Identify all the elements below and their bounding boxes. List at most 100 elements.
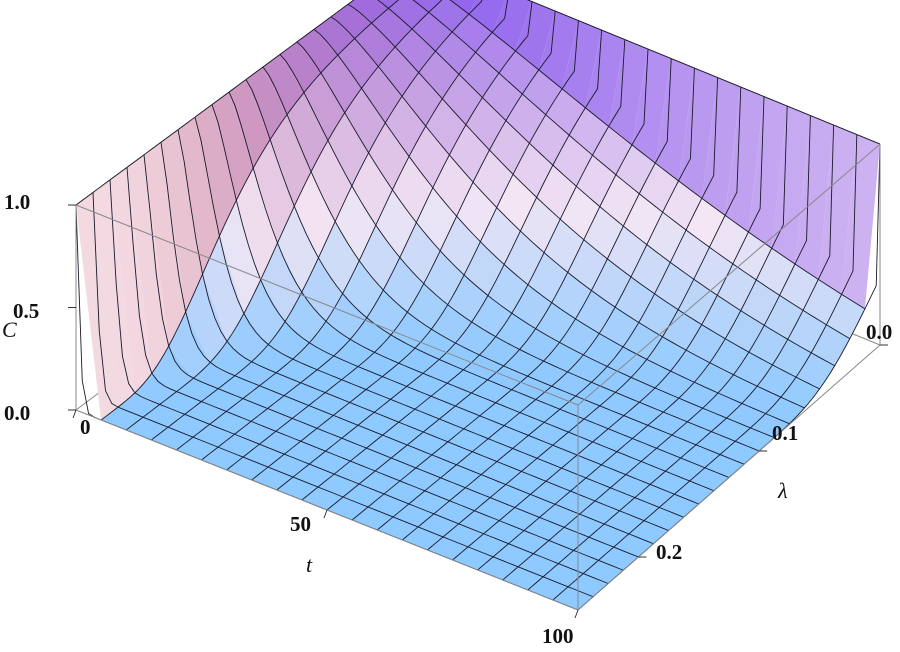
mesh-line-t	[347, 3, 820, 390]
surface-face	[458, 510, 500, 534]
surface-face	[689, 467, 729, 491]
surface-face	[337, 38, 379, 89]
surface-face	[185, 274, 228, 363]
surface-face	[674, 480, 714, 504]
surface-face	[275, 418, 318, 442]
surface-face	[393, 503, 434, 527]
mesh-line-t	[377, 0, 835, 367]
surface-face	[219, 200, 261, 314]
surface-face	[343, 484, 385, 507]
surface-face	[452, 546, 494, 570]
surface-face	[126, 417, 169, 440]
surface-face	[537, 445, 578, 469]
surface-face	[588, 524, 629, 548]
surface-face	[472, 438, 513, 462]
mesh-line-t	[296, 41, 775, 439]
surface-face	[342, 260, 384, 318]
y-axis-label: λ	[777, 478, 788, 503]
surface-face	[374, 399, 415, 423]
mesh-line-t	[526, 0, 881, 145]
surface-face	[335, 185, 376, 261]
surface-face	[704, 454, 745, 478]
surface-face	[301, 487, 344, 510]
surface-face	[616, 438, 657, 462]
surface-face	[368, 493, 409, 517]
surface-face	[251, 467, 294, 490]
surface-face	[496, 174, 537, 232]
surface-face	[418, 513, 459, 537]
surface-face	[284, 382, 326, 406]
surface-face	[270, 114, 312, 207]
surface-face	[548, 527, 589, 551]
surface-face	[378, 46, 419, 97]
surface-face	[226, 398, 268, 422]
surface-face	[490, 484, 531, 508]
surface-face	[327, 112, 369, 186]
surface-face	[456, 451, 497, 475]
mesh-line-t	[262, 66, 745, 465]
surface-face	[243, 444, 285, 468]
surface-face	[447, 428, 489, 452]
surface-face	[331, 4, 372, 39]
mesh-line-t	[449, 0, 866, 310]
box-front-edges	[68, 143, 888, 619]
surface-face	[260, 242, 302, 322]
mesh-line-t	[211, 104, 699, 505]
surface-face	[488, 425, 529, 449]
surface-face	[368, 122, 410, 190]
surface-face	[432, 154, 474, 217]
surface-face	[354, 23, 396, 67]
surface-face	[585, 464, 626, 488]
surface-face	[234, 421, 276, 445]
surface-face	[427, 536, 469, 560]
surface-face	[348, 0, 389, 24]
surface-face	[452, 14, 493, 53]
surface-face	[267, 395, 309, 419]
surface-face	[176, 437, 219, 460]
surface-face	[562, 20, 602, 108]
surface-face	[475, 32, 516, 74]
surface-face	[440, 216, 481, 275]
surface-face	[505, 471, 546, 495]
surface-face	[229, 79, 271, 169]
surface-face	[144, 142, 186, 346]
surface-face	[375, 189, 417, 258]
surface-face	[246, 67, 288, 140]
surface-face	[110, 167, 152, 393]
surface-face	[543, 563, 584, 587]
surface-face	[309, 451, 351, 475]
surface-face	[555, 491, 596, 515]
surface-face	[495, 389, 536, 413]
surface-face	[127, 154, 169, 374]
surface-face	[253, 139, 295, 243]
surface-face	[325, 438, 367, 462]
surface-face	[561, 455, 602, 478]
surface-face	[395, 28, 436, 73]
surface-face	[678, 68, 718, 199]
surface-face	[76, 192, 119, 420]
surface-face	[450, 0, 477, 15]
surface-face	[392, 156, 433, 223]
surface-face	[226, 457, 269, 480]
surface-face	[610, 474, 651, 498]
surface-face	[202, 236, 244, 342]
surface-face	[159, 391, 202, 415]
surface-face	[498, 51, 539, 94]
surface-face	[496, 448, 538, 472]
surface-face	[552, 586, 594, 610]
surface-face	[351, 152, 393, 226]
surface-face	[512, 435, 553, 459]
surface-face	[449, 487, 491, 511]
x-tick-label: 50	[290, 512, 311, 536]
surface-face	[151, 427, 194, 450]
surface-face	[508, 530, 549, 554]
surface-face	[320, 55, 362, 113]
surface-face	[366, 376, 407, 400]
surface-face	[325, 379, 367, 403]
surface-face	[841, 134, 880, 309]
surface-face	[608, 39, 648, 145]
box-edge	[577, 344, 881, 611]
surface-face	[465, 97, 506, 151]
mesh-line-t	[160, 142, 654, 545]
surface-face	[184, 401, 227, 425]
